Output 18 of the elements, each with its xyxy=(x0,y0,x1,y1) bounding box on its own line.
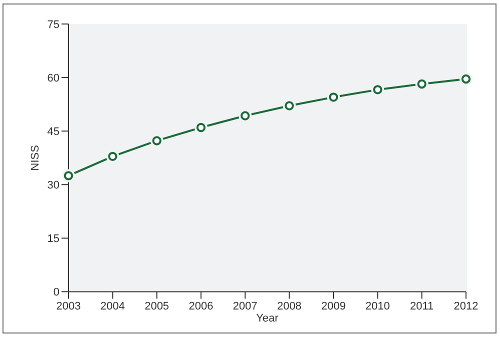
y-axis-title: NISS xyxy=(30,145,42,171)
x-tick-label: 2008 xyxy=(277,300,302,313)
y-tick-label: 45 xyxy=(47,126,60,138)
x-tick-label: 2012 xyxy=(454,300,478,313)
x-tick-label: 2004 xyxy=(100,300,125,313)
x-tick-label: 2006 xyxy=(188,300,214,313)
y-tick-label: 0 xyxy=(53,286,60,299)
x-tick-label: 2007 xyxy=(232,300,258,313)
y-tick-label: 60 xyxy=(47,72,60,84)
x-axis-title: Year xyxy=(256,312,279,325)
x-tick-label: 2005 xyxy=(144,300,170,313)
x-tick-label: 2010 xyxy=(365,300,390,313)
x-tick-label: 2011 xyxy=(410,300,434,313)
y-tick-label: 75 xyxy=(47,18,60,31)
y-tick-label: 15 xyxy=(47,233,60,246)
x-tick-label: 2009 xyxy=(321,300,346,313)
y-tick-label: 30 xyxy=(47,179,60,192)
x-tick-label: 2003 xyxy=(56,300,81,313)
